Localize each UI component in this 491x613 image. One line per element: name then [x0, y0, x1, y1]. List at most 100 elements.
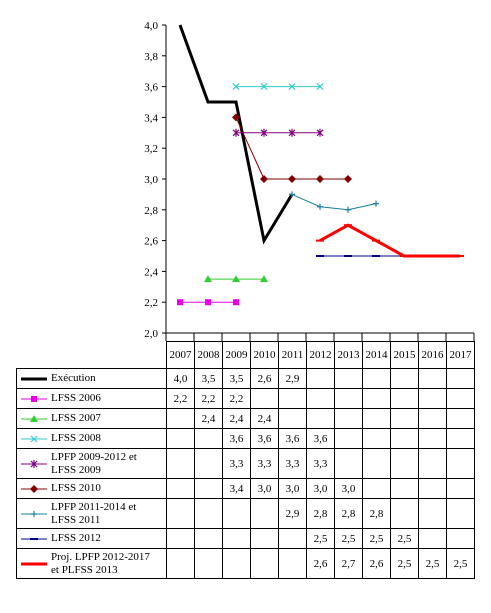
value-cell [222, 498, 251, 529]
value-cell [390, 388, 419, 409]
data-point [317, 203, 323, 210]
series-6 [289, 191, 379, 213]
value-cell [222, 548, 251, 579]
value-cell [166, 448, 195, 479]
data-point [233, 299, 239, 306]
value-cell [278, 528, 307, 549]
value-cell [446, 428, 475, 449]
data-point [177, 299, 183, 306]
value-cell: 2,9 [278, 498, 307, 529]
value-cell: 2,5 [418, 548, 447, 579]
year-header: 2007 [166, 341, 195, 369]
value-cell [334, 428, 363, 449]
series-line [319, 223, 460, 258]
value-cell [418, 388, 447, 409]
value-cell [166, 498, 195, 529]
series-name-cell: LPFP 2011-2014 et LFSS 2011 [16, 498, 167, 529]
legend-key-marker [31, 395, 37, 402]
value-cell: 2,9 [278, 368, 307, 389]
series-name-cell: Proj. LPFP 2012-2017 et PLFSS 2013 [16, 548, 167, 579]
value-cell [390, 498, 419, 529]
series-3 [232, 83, 324, 91]
value-cell [446, 408, 475, 429]
y-tick-label: 3,4 [144, 112, 158, 124]
value-cell: 3,3 [250, 448, 279, 479]
data-point [288, 175, 296, 183]
year-header: 2011 [278, 341, 307, 369]
value-cell [306, 408, 335, 429]
value-cell [194, 498, 223, 529]
table-row: Exécution 4,0 3,5 3,5 2,6 2,9 [16, 368, 475, 389]
series-4 [232, 128, 324, 137]
series-name: LFSS 2007 [51, 412, 101, 424]
value-cell [362, 478, 391, 499]
series-name-cell: Exécution [16, 368, 167, 389]
data-point [260, 83, 268, 91]
value-cell [362, 388, 391, 409]
value-cell [446, 368, 475, 389]
value-cell: 2,6 [362, 548, 391, 579]
value-cell [362, 428, 391, 449]
data-point [289, 191, 295, 198]
value-cell [446, 528, 475, 549]
data-point [232, 83, 240, 91]
value-cell [278, 388, 307, 409]
value-cell: 3,6 [278, 428, 307, 449]
value-cell [362, 448, 391, 479]
legend-key [21, 562, 47, 565]
value-cell [362, 368, 391, 389]
value-cell [418, 428, 447, 449]
y-tick-label: 3,8 [144, 51, 158, 63]
value-cell: 2,4 [222, 408, 251, 429]
table-row: LFSS 2007 2,4 2,4 2,4 [16, 408, 475, 429]
y-tick-label: 4,0 [144, 20, 158, 32]
data-point [260, 128, 268, 137]
year-header: 2014 [362, 341, 391, 369]
year-header: 2008 [194, 341, 223, 369]
value-cell: 2,4 [250, 408, 279, 429]
value-cell [222, 528, 251, 549]
value-cell: 3,0 [306, 478, 335, 499]
legend-key-marker [30, 435, 38, 442]
data-point [288, 128, 296, 137]
value-cell: 2,4 [194, 408, 223, 429]
value-cell [446, 448, 475, 479]
value-cell: 3,0 [334, 478, 363, 499]
value-cell: 3,3 [222, 448, 251, 479]
legend-key-marker [30, 484, 38, 493]
year-header: 2017 [446, 341, 475, 369]
axis-layer: 2,0 2,2 2,4 2,6 2,8 3,0 3,2 3,4 3,6 3,8 4,0 [144, 20, 475, 341]
data-point [344, 175, 352, 183]
table-row: LFSS 2012 2,5 2,5 2,5 2,5 [16, 528, 475, 549]
value-cell: 2,5 [446, 548, 475, 579]
value-cell [390, 368, 419, 389]
series-name: Proj. LPFP 2012-2017 et PLFSS 2013 [51, 550, 150, 576]
series-name-cell: LFSS 2012 [16, 528, 167, 549]
table-row: LFSS 2006 2,2 2,2 2,2 [16, 388, 475, 409]
value-cell [194, 528, 223, 549]
value-cell: 2,8 [334, 498, 363, 529]
data-point [232, 128, 240, 137]
value-cell: 2,7 [334, 548, 363, 579]
data-point [232, 113, 240, 122]
series-1 [177, 299, 239, 306]
series-name-cell: LFSS 2010 [16, 478, 167, 499]
value-cell: 3,0 [250, 478, 279, 499]
legend-key-marker [30, 459, 38, 468]
series-0 [178, 24, 294, 245]
table-row: LFSS 2008 3,6 3,6 3,6 3,6 [16, 428, 475, 449]
value-cell: 2,8 [306, 498, 335, 529]
series-5 [232, 113, 352, 183]
value-cell [166, 408, 195, 429]
series-name: LFSS 2006 [51, 392, 101, 404]
value-cell [418, 408, 447, 429]
legend-key [21, 377, 47, 380]
value-cell: 2,5 [362, 528, 391, 549]
value-cell [390, 428, 419, 449]
series-name: LPFP 2011-2014 et LFSS 2011 [51, 500, 137, 526]
data-point [260, 275, 268, 283]
value-cell: 3,4 [222, 478, 251, 499]
series-2 [204, 275, 268, 283]
data-point [232, 275, 240, 283]
year-header: 2009 [222, 341, 251, 369]
